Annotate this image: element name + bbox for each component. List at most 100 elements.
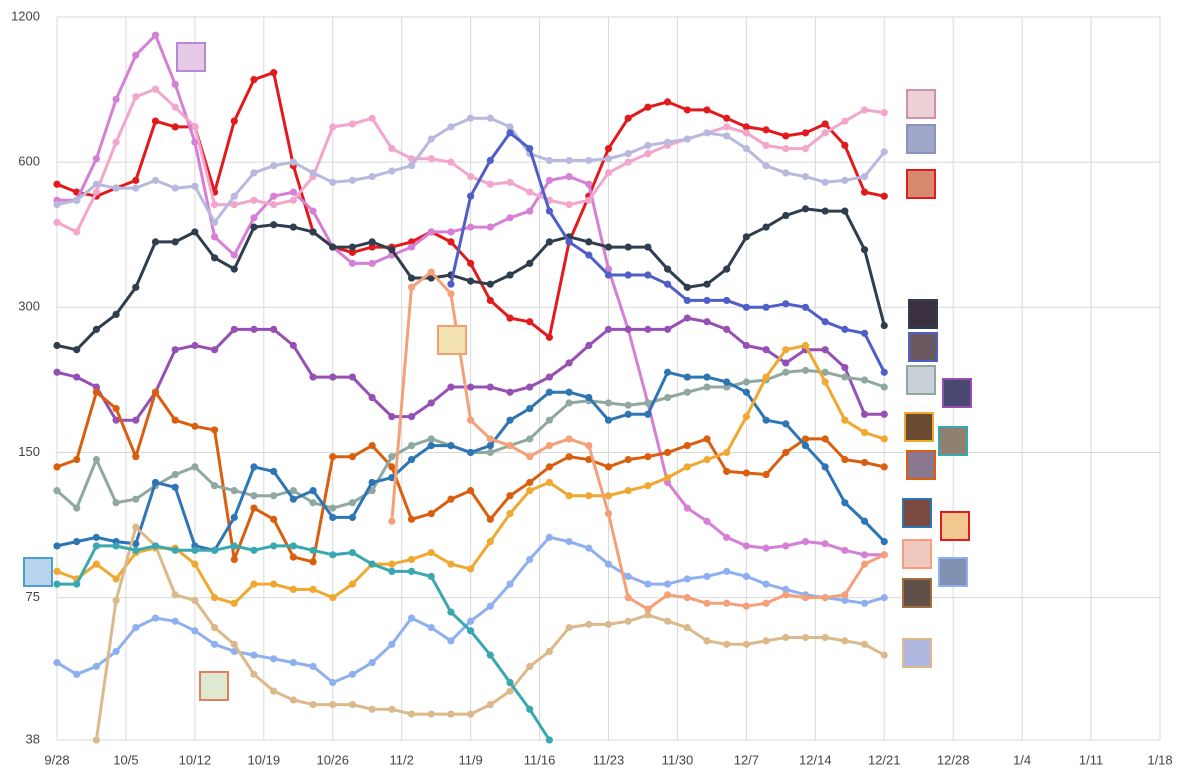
data-point bbox=[663, 98, 672, 106]
data-point bbox=[585, 492, 593, 500]
data-point bbox=[860, 329, 869, 337]
data-point bbox=[762, 580, 770, 588]
data-point bbox=[565, 388, 573, 396]
data-point bbox=[427, 268, 435, 276]
data-point bbox=[309, 228, 317, 236]
avatar bbox=[176, 42, 206, 72]
data-point bbox=[880, 651, 888, 659]
data-point bbox=[703, 517, 711, 525]
avatar bbox=[199, 671, 229, 701]
data-point bbox=[230, 325, 238, 333]
data-point bbox=[309, 546, 317, 554]
data-point bbox=[270, 221, 278, 229]
data-point bbox=[467, 487, 475, 495]
data-point bbox=[427, 135, 435, 143]
x-tick-label: 12/14 bbox=[799, 752, 832, 767]
lines bbox=[53, 31, 888, 744]
data-point bbox=[388, 517, 396, 525]
data-point bbox=[250, 492, 258, 500]
data-point bbox=[506, 687, 514, 695]
data-point bbox=[53, 567, 61, 576]
avatar bbox=[940, 511, 970, 541]
data-point bbox=[132, 546, 140, 554]
data-point bbox=[388, 640, 396, 648]
data-point bbox=[703, 296, 711, 305]
data-point bbox=[742, 303, 750, 311]
data-point bbox=[860, 410, 869, 418]
data-point bbox=[762, 303, 770, 311]
data-point bbox=[191, 546, 199, 554]
data-point bbox=[742, 341, 750, 350]
data-point bbox=[230, 251, 238, 259]
x-tick-label: 11/2 bbox=[390, 752, 414, 767]
data-point bbox=[703, 318, 711, 326]
data-point bbox=[250, 580, 258, 588]
data-point bbox=[112, 310, 120, 319]
data-point bbox=[683, 504, 691, 512]
data-point bbox=[407, 441, 416, 450]
data-point bbox=[447, 228, 455, 236]
data-point bbox=[368, 259, 376, 267]
data-point bbox=[860, 188, 869, 196]
data-point bbox=[801, 341, 810, 350]
data-point bbox=[841, 455, 849, 464]
data-point bbox=[230, 542, 238, 550]
data-point bbox=[762, 223, 770, 231]
data-point bbox=[329, 551, 337, 559]
data-point bbox=[132, 523, 140, 531]
data-point bbox=[683, 463, 691, 471]
data-point bbox=[683, 575, 691, 583]
data-point bbox=[171, 416, 179, 424]
data-point bbox=[860, 640, 869, 648]
data-point bbox=[447, 280, 455, 288]
data-point bbox=[407, 162, 416, 170]
data-point bbox=[270, 542, 278, 550]
data-point bbox=[723, 114, 731, 122]
data-point bbox=[447, 710, 455, 718]
data-point bbox=[289, 158, 297, 166]
data-point bbox=[467, 223, 475, 231]
data-point bbox=[427, 435, 435, 443]
data-point bbox=[624, 594, 632, 602]
data-point bbox=[880, 594, 888, 602]
data-point bbox=[585, 180, 593, 188]
data-point bbox=[289, 188, 297, 196]
data-point bbox=[388, 463, 396, 471]
data-point bbox=[880, 192, 888, 200]
data-point bbox=[407, 614, 416, 622]
data-point bbox=[723, 296, 731, 305]
data-point bbox=[762, 544, 770, 552]
data-point bbox=[841, 141, 849, 149]
data-point bbox=[545, 647, 554, 656]
data-point bbox=[663, 265, 672, 273]
x-tick-label: 10/12 bbox=[179, 752, 212, 767]
data-point bbox=[230, 599, 238, 607]
data-point bbox=[644, 399, 652, 407]
data-point bbox=[545, 176, 554, 184]
data-point bbox=[348, 548, 357, 557]
data-point bbox=[171, 80, 179, 88]
data-point bbox=[230, 117, 238, 125]
data-point bbox=[801, 633, 810, 642]
data-point bbox=[624, 617, 632, 625]
series-line bbox=[390, 270, 885, 611]
data-point bbox=[289, 696, 297, 704]
data-point bbox=[526, 435, 534, 443]
data-point bbox=[821, 120, 829, 128]
data-point bbox=[742, 129, 750, 137]
data-point bbox=[447, 123, 455, 131]
data-point bbox=[683, 388, 691, 396]
y-tick-label: 600 bbox=[18, 154, 40, 169]
data-point bbox=[742, 388, 750, 396]
data-point bbox=[171, 591, 179, 599]
data-point bbox=[191, 228, 199, 236]
data-point bbox=[250, 223, 258, 231]
data-point bbox=[427, 510, 435, 518]
data-point bbox=[73, 670, 81, 678]
data-point bbox=[841, 499, 849, 507]
data-point bbox=[486, 280, 494, 288]
data-point bbox=[289, 553, 297, 561]
data-point bbox=[545, 441, 554, 450]
data-point bbox=[821, 318, 829, 326]
data-point bbox=[53, 341, 61, 350]
